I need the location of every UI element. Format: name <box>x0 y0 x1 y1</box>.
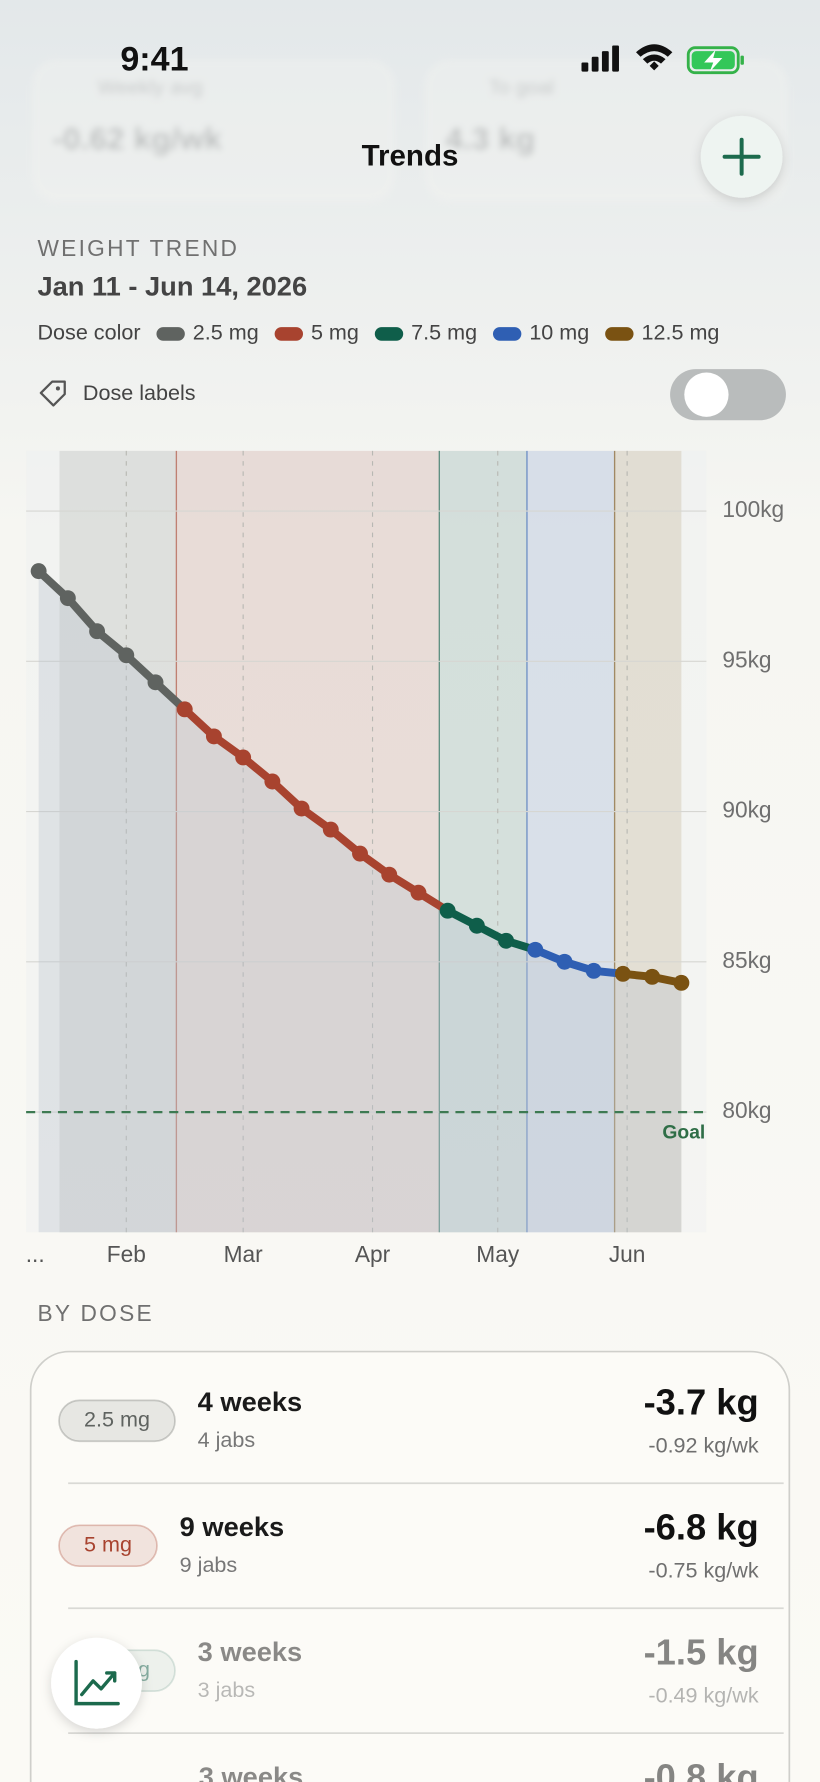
card-value: -0.62 kg/wk <box>52 120 222 156</box>
x-tick-label: Mar <box>224 1241 264 1267</box>
section-title: WEIGHT TREND <box>37 235 239 261</box>
point <box>644 968 661 985</box>
legend-label: Dose color <box>37 320 140 345</box>
x-tick-label: Feb <box>107 1241 146 1267</box>
x-tick-label: May <box>476 1241 520 1267</box>
legend-swatch <box>274 327 304 341</box>
point <box>381 866 398 883</box>
y-tick-label: 100kg <box>722 496 784 522</box>
row-change: -3.7 kg <box>644 1382 759 1423</box>
row-jabs: 3 jabs <box>198 1677 256 1702</box>
dose-badge-text: 2.5 mg <box>84 1407 150 1432</box>
tag-icon-dot <box>55 386 60 391</box>
point <box>439 902 456 919</box>
goal-label: Goal <box>662 1123 705 1144</box>
card <box>424 59 789 203</box>
legend-text: 7.5 mg <box>411 320 477 345</box>
row-duration: 3 weeks <box>199 1761 304 1782</box>
legend-text: 12.5 mg <box>641 320 719 345</box>
row-jabs: 9 jabs <box>180 1552 238 1577</box>
row-jabs: 4 jabs <box>198 1427 256 1452</box>
row-rate: -0.49 kg/wk <box>648 1683 758 1708</box>
dose-band <box>614 450 682 1233</box>
dose-row[interactable]: 2.5 mg 4 weeks 4 jabs -3.7 kg -0.92 kg/wk <box>58 1382 759 1458</box>
tag-icon <box>39 380 66 407</box>
point <box>527 941 544 958</box>
row-change: -0.8 kg <box>644 1756 759 1782</box>
legend-swatch <box>374 327 404 341</box>
point <box>498 932 515 949</box>
point <box>322 821 339 838</box>
point <box>410 884 427 901</box>
toggle[interactable] <box>670 369 786 421</box>
status-time: 9:41 <box>120 40 188 78</box>
dose-band <box>439 450 527 1233</box>
chart: 80kg 85kg 90kg 95kg 100kg Feb Mar Apr May Jun... G… <box>26 450 784 1267</box>
by-dose-title: BY DOSE <box>37 1300 153 1326</box>
point <box>615 965 631 982</box>
card <box>31 59 396 203</box>
background-cards: Weekly avg -0.62 kg/wk To goal 4.3 kg <box>31 59 789 203</box>
card-value: 4.3 kg <box>445 120 535 156</box>
dose-badge <box>58 1524 158 1568</box>
toggle-knob[interactable] <box>684 372 729 417</box>
point <box>205 728 222 745</box>
point <box>352 845 368 862</box>
legend-text: 2.5 mg <box>193 320 259 345</box>
point <box>264 773 281 790</box>
point <box>556 953 573 970</box>
legend-swatch <box>492 327 522 341</box>
point <box>89 623 106 640</box>
dose-badge <box>58 1399 176 1443</box>
legend-text: 5 mg <box>311 320 359 345</box>
card-label: Weekly avg <box>98 76 203 99</box>
legend: 2.5 mg 5 mg 7.5 mg 10 mg 12.5 mg <box>156 320 719 345</box>
dose-band <box>526 450 615 1233</box>
point <box>673 974 690 991</box>
header-title: Trends <box>362 140 459 173</box>
x-tick-label: Jun <box>609 1241 646 1267</box>
status-icons <box>581 44 744 75</box>
point <box>30 563 47 580</box>
chart-tab-button[interactable] <box>51 1637 142 1729</box>
legend-swatch <box>605 327 634 341</box>
row-duration: 3 weeks <box>198 1636 303 1667</box>
point <box>118 647 135 664</box>
dose-badge-text: 5 mg <box>84 1531 132 1556</box>
toggle-label: Dose labels <box>83 380 196 405</box>
point <box>293 800 310 817</box>
dose-row[interactable]: 3 weeks -0.8 kg <box>199 1756 759 1782</box>
add-button[interactable] <box>700 115 783 198</box>
row-rate: -0.92 kg/wk <box>648 1433 758 1458</box>
point <box>468 917 485 934</box>
plot-background <box>26 450 707 1233</box>
dose-band <box>176 450 440 1233</box>
area <box>38 571 682 1233</box>
row-change: -6.8 kg <box>644 1506 759 1547</box>
point <box>59 590 76 607</box>
row-duration: 9 weeks <box>180 1511 285 1542</box>
point <box>176 701 193 718</box>
y-tick-label: 90kg <box>722 797 771 823</box>
x-start-label: ... <box>26 1241 45 1267</box>
date-range: Jan 11 - Jun 14, 2026 <box>37 271 307 302</box>
y-tick-label: 80kg <box>722 1097 771 1123</box>
by-dose-card <box>29 1350 791 1782</box>
card-label: To goal <box>488 76 554 99</box>
y-tick-label: 95kg <box>722 646 771 672</box>
dose-band <box>59 450 177 1233</box>
row-duration: 4 weeks <box>198 1386 303 1417</box>
x-tick-label: Apr <box>355 1241 391 1267</box>
y-tick-label: 85kg <box>722 947 771 973</box>
point <box>585 962 602 979</box>
row-rate: -0.75 kg/wk <box>648 1558 758 1583</box>
legend-swatch <box>156 327 185 341</box>
point <box>147 674 164 691</box>
point <box>235 749 252 766</box>
legend-text: 10 mg <box>529 320 589 345</box>
row-change: -1.5 kg <box>644 1631 759 1672</box>
dose-row[interactable]: 5 mg 9 weeks 9 jabs -6.8 kg -0.75 kg/wk <box>58 1506 759 1583</box>
